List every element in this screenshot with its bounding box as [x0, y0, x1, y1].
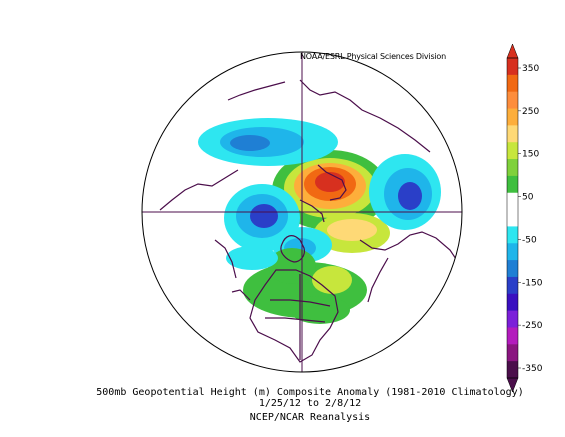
colorbar-swatch — [507, 260, 518, 278]
colorbar-swatch — [507, 243, 518, 261]
caption-source: NCEP/NCAR Reanalysis — [249, 412, 371, 423]
colorbar-tick-label: -150 — [522, 278, 543, 288]
coastlines — [159, 79, 459, 363]
colorbar-swatch — [507, 293, 518, 312]
colorbar-swatch — [507, 125, 518, 143]
colorbar-swatch — [507, 361, 518, 379]
colorbar-tick-label: 250 — [522, 107, 539, 117]
colorbar-tick-label: 50 — [522, 193, 534, 203]
credit-label: NOAA/ESRL Physical Sciences Division — [300, 52, 446, 61]
colorbar-tick-label: 350 — [522, 64, 539, 74]
colorbar-swatch — [507, 276, 518, 295]
colorbar-swatch — [507, 209, 518, 227]
colorbar-tick-label: 150 — [522, 150, 539, 160]
colorbar-swatch — [507, 327, 518, 345]
colorbar-tick-label: -250 — [522, 321, 543, 331]
colorbar-tick-label: -350 — [522, 364, 543, 374]
colorbar-swatch — [507, 310, 518, 328]
colorbar-swatch — [507, 74, 518, 93]
colorbar-swatch — [507, 58, 518, 76]
colorbar-swatch — [507, 91, 518, 110]
colorbar-swatches — [506, 43, 519, 393]
colorbar-swatch — [507, 108, 518, 126]
anomaly-field — [198, 118, 441, 324]
colorbar-swatch — [507, 142, 518, 160]
colorbar-swatch — [507, 159, 518, 177]
colorbar-swatch — [507, 226, 518, 244]
colorbar-swatch — [507, 175, 518, 194]
colorbar-ticks: 350 250 150 50 -50 -150 -250 -350 — [518, 64, 543, 374]
caption-dates: 1/25/12 to 2/8/12 — [258, 398, 362, 409]
colorbar-swatch — [507, 192, 518, 211]
colorbar-tick-label: -50 — [522, 235, 537, 245]
map-boundary-circle — [141, 51, 463, 373]
colorbar-top-arrow — [506, 43, 519, 59]
colorbar-swatch — [507, 344, 518, 362]
caption-title: 500mb Geopotential Height (m) Composite … — [96, 387, 524, 398]
